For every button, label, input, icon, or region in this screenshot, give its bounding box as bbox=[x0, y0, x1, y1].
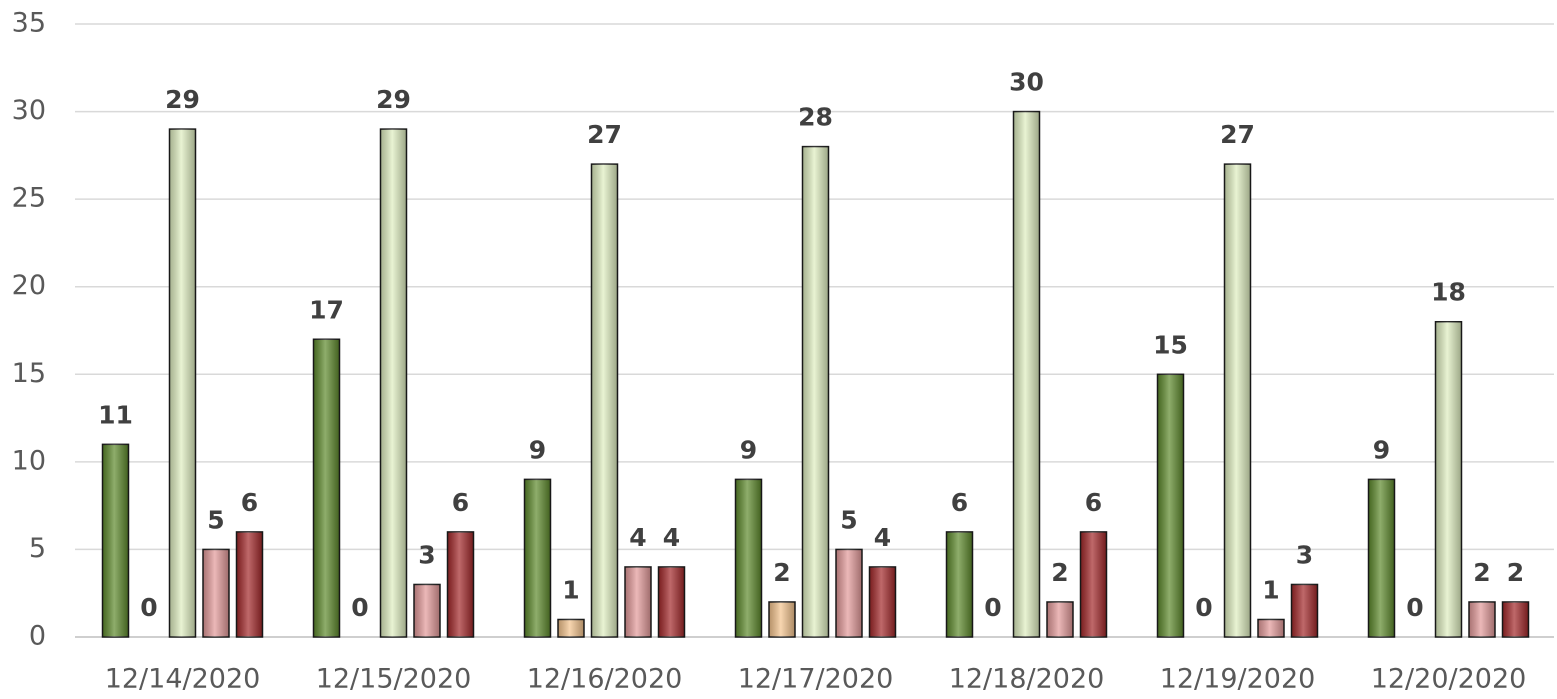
value-label: 4 bbox=[874, 523, 891, 552]
bar-shine bbox=[1224, 164, 1251, 637]
value-label: 27 bbox=[587, 120, 622, 149]
bar-shine bbox=[869, 566, 896, 637]
value-label: 1 bbox=[1262, 575, 1279, 604]
value-label: 6 bbox=[241, 488, 258, 517]
value-label: 27 bbox=[1220, 120, 1255, 149]
bar-shine bbox=[1435, 321, 1462, 637]
y-tick-label: 30 bbox=[12, 95, 46, 126]
y-tick-label: 35 bbox=[12, 8, 46, 39]
x-tick-label: 12/15/2020 bbox=[316, 664, 472, 695]
bar-shine bbox=[313, 339, 340, 637]
y-tick-label: 20 bbox=[12, 270, 46, 301]
value-label: 0 bbox=[140, 593, 157, 622]
value-label: 6 bbox=[452, 488, 469, 517]
bar-shine bbox=[591, 164, 618, 637]
value-label: 0 bbox=[351, 593, 368, 622]
value-label: 0 bbox=[1406, 593, 1423, 622]
value-label: 17 bbox=[309, 295, 344, 324]
value-label: 11 bbox=[98, 400, 133, 429]
bar-shine bbox=[203, 549, 229, 637]
x-tick-label: 12/19/2020 bbox=[1160, 664, 1316, 695]
x-tick-label: 12/16/2020 bbox=[527, 664, 683, 695]
value-label: 0 bbox=[1195, 593, 1212, 622]
value-label: 6 bbox=[1085, 488, 1102, 517]
bar-shine bbox=[735, 479, 762, 637]
value-label: 2 bbox=[1507, 558, 1524, 587]
bar-shine bbox=[1258, 619, 1284, 637]
value-label: 30 bbox=[1009, 68, 1044, 97]
value-label: 1 bbox=[562, 575, 579, 604]
value-label: 2 bbox=[1051, 558, 1068, 587]
value-label: 29 bbox=[376, 85, 411, 114]
bar-shine bbox=[380, 129, 407, 638]
value-label: 9 bbox=[740, 435, 757, 464]
value-label: 4 bbox=[629, 523, 646, 552]
bar-shine bbox=[1047, 601, 1073, 637]
bar-shine bbox=[447, 531, 474, 637]
value-label: 9 bbox=[1373, 435, 1390, 464]
value-label: 9 bbox=[529, 435, 546, 464]
bar-shine bbox=[1469, 601, 1495, 637]
bar-shine bbox=[802, 146, 829, 637]
x-tick-label: 12/17/2020 bbox=[738, 664, 894, 695]
y-tick-label: 10 bbox=[12, 445, 46, 476]
bar-shine bbox=[946, 531, 973, 637]
bar-shine bbox=[236, 531, 263, 637]
bar-shine bbox=[1080, 531, 1107, 637]
bar-shine bbox=[1157, 374, 1184, 637]
value-label: 4 bbox=[663, 523, 680, 552]
y-tick-label: 15 bbox=[12, 358, 46, 389]
y-tick-label: 25 bbox=[12, 183, 46, 214]
value-label: 5 bbox=[840, 505, 857, 534]
bar-shine bbox=[1291, 584, 1318, 637]
value-label: 6 bbox=[951, 488, 968, 517]
bar-shine bbox=[1368, 479, 1395, 637]
bar-shine bbox=[1502, 601, 1529, 637]
value-label: 29 bbox=[165, 85, 200, 114]
bar-shine bbox=[836, 549, 862, 637]
bar-shine bbox=[769, 601, 795, 637]
value-label: 0 bbox=[984, 593, 1001, 622]
value-label: 28 bbox=[798, 103, 833, 132]
x-tick-label: 12/18/2020 bbox=[949, 664, 1105, 695]
bar-shine bbox=[169, 129, 196, 638]
bar-shine bbox=[658, 566, 685, 637]
value-label: 3 bbox=[418, 540, 435, 569]
value-label: 3 bbox=[1296, 540, 1313, 569]
x-tick-label: 12/14/2020 bbox=[105, 664, 261, 695]
bar-shine bbox=[524, 479, 551, 637]
bar-shine bbox=[625, 566, 651, 637]
bar-shine bbox=[414, 584, 440, 637]
value-label: 5 bbox=[207, 505, 224, 534]
y-tick-label: 5 bbox=[29, 533, 46, 564]
bar-shine bbox=[558, 619, 584, 637]
value-label: 2 bbox=[773, 558, 790, 587]
value-label: 18 bbox=[1431, 278, 1466, 307]
value-label: 2 bbox=[1473, 558, 1490, 587]
value-label: 15 bbox=[1153, 330, 1188, 359]
x-tick-label: 12/20/2020 bbox=[1371, 664, 1527, 695]
bar-shine bbox=[102, 444, 129, 637]
bar-shine bbox=[1013, 111, 1040, 638]
y-tick-label: 0 bbox=[29, 621, 46, 652]
